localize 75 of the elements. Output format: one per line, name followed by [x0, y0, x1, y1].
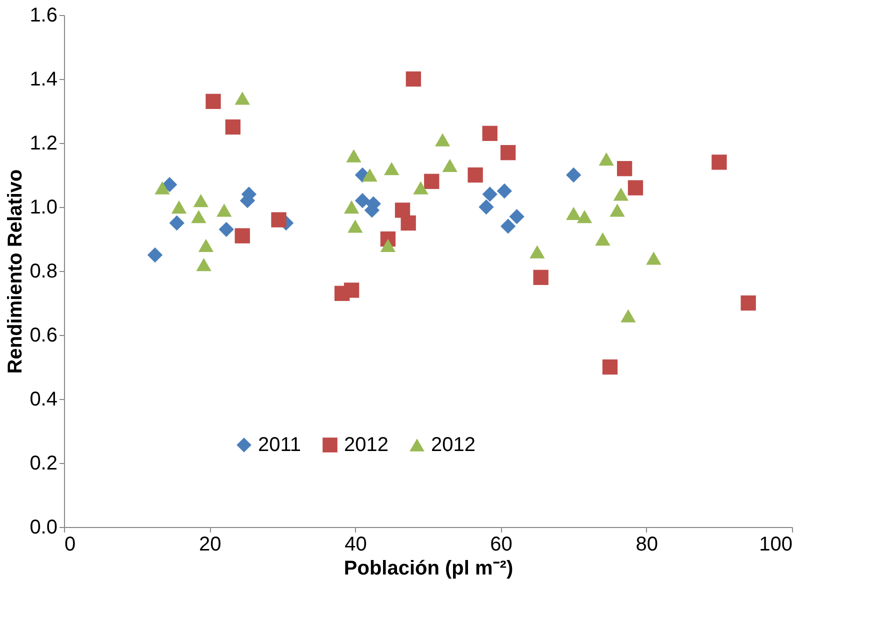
point [424, 174, 440, 189]
point [509, 209, 524, 224]
point [384, 162, 400, 176]
point [169, 215, 184, 231]
point [478, 199, 494, 215]
y-tick-label: 1.6 [30, 4, 58, 26]
point [400, 215, 416, 231]
x-tick-label: 80 [636, 534, 658, 556]
point [362, 168, 378, 182]
x-tick-label: 40 [344, 534, 367, 556]
point [193, 194, 208, 208]
legend-label: 2012 [344, 434, 388, 456]
point [610, 204, 625, 217]
point [482, 186, 498, 202]
point [162, 177, 178, 192]
y-tick-label: 1.0 [30, 196, 58, 218]
x-tick-label: 100 [759, 534, 792, 556]
point [154, 181, 170, 194]
y-tick-label: 0.8 [30, 260, 58, 282]
point [344, 200, 360, 214]
point [533, 270, 548, 285]
point [147, 247, 163, 263]
point [344, 282, 360, 298]
y-tick-label: 0.2 [30, 452, 58, 474]
point [346, 149, 362, 162]
point [234, 92, 250, 105]
point [413, 181, 428, 194]
point [468, 167, 483, 183]
x-tick-label: 20 [198, 534, 222, 556]
point [442, 158, 458, 172]
point [394, 202, 410, 218]
point [171, 200, 187, 214]
x-axis-title: Población (pl m⁻²) [344, 558, 514, 580]
point [496, 183, 512, 199]
point [225, 119, 240, 135]
point [380, 238, 396, 252]
point [646, 252, 662, 265]
x-tick-label: 60 [490, 534, 512, 556]
point [271, 212, 286, 228]
y-tick-label: 0.6 [30, 324, 58, 346]
point [566, 167, 582, 183]
point [406, 71, 422, 87]
point [191, 210, 206, 224]
legend-label: 2012 [431, 434, 476, 456]
y-tick-label: 1.4 [30, 68, 58, 90]
y-axis-title: Rendimiento Relativo [4, 169, 27, 374]
point [616, 161, 632, 176]
legend-label: 2011 [258, 434, 302, 456]
point [613, 188, 629, 201]
point [566, 206, 582, 220]
point [196, 258, 212, 272]
point [500, 145, 516, 160]
y-tick-label: 0.0 [30, 516, 58, 538]
point [530, 245, 545, 258]
point [348, 220, 363, 233]
point [712, 154, 727, 170]
point [216, 204, 232, 217]
point [218, 222, 234, 237]
point [620, 309, 636, 322]
point [740, 295, 756, 311]
point [500, 218, 516, 234]
point [198, 238, 214, 252]
point [602, 359, 618, 375]
point [434, 133, 450, 146]
point [576, 210, 592, 224]
point [482, 126, 498, 141]
point [206, 94, 221, 109]
y-tick-label: 1.2 [30, 132, 58, 154]
point [628, 180, 644, 196]
y-tick-label: 0.4 [30, 388, 58, 410]
point [234, 228, 250, 244]
point [354, 193, 370, 208]
point [598, 152, 614, 166]
point [595, 232, 610, 246]
x-tick-label: 0 [64, 534, 76, 556]
